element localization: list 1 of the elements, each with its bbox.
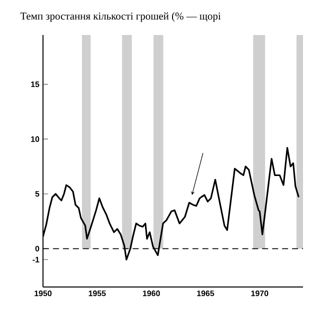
chart-title: Темп зростання кількості грошей (% — щорі	[20, 12, 221, 22]
